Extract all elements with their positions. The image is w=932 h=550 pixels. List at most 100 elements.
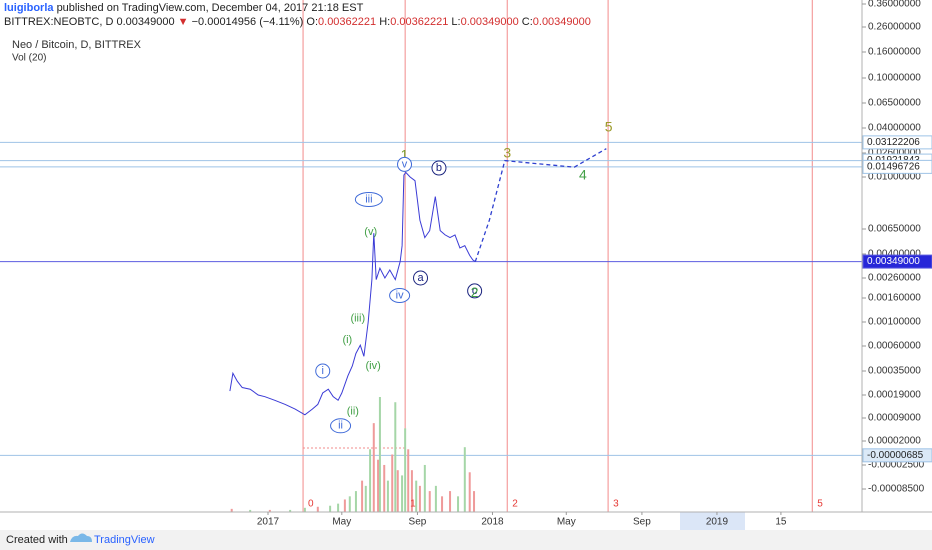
mid-layer xyxy=(230,397,476,512)
time-axis xyxy=(0,512,932,530)
header-line-1: luigiborla published on TradingView.com,… xyxy=(4,2,363,14)
wave-circle xyxy=(413,270,429,286)
volume-bar xyxy=(407,449,410,512)
wave-label: (ii) xyxy=(347,406,359,418)
volume-bar xyxy=(428,491,431,512)
y-tick-label: 0.00035000 xyxy=(868,366,921,377)
level-label-box xyxy=(862,135,932,150)
volume-bar xyxy=(434,485,437,512)
volume-bar xyxy=(329,505,332,512)
wave-label: iii xyxy=(365,193,372,205)
wave-label: i xyxy=(322,365,324,377)
wave-label: c xyxy=(472,285,478,297)
cycle-label: 0 xyxy=(308,499,314,510)
volume-bar xyxy=(378,397,381,512)
y-tick-label: 0.36000000 xyxy=(868,0,921,10)
y-tick-label: 0.00060000 xyxy=(868,341,921,352)
published: published on TradingView.com, December 0… xyxy=(56,2,364,14)
wave-label: 4 xyxy=(579,167,587,183)
volume-bar xyxy=(249,509,252,512)
author[interactable]: luigiborla xyxy=(4,2,54,14)
volume-bar xyxy=(230,508,233,512)
cycle-label: 5 xyxy=(817,499,823,510)
level-label: 0.00349000 xyxy=(867,256,920,267)
ohlc-label: L: xyxy=(451,16,461,28)
volume-bar xyxy=(415,480,418,512)
footer xyxy=(0,530,932,550)
price-line xyxy=(229,171,476,416)
y-tick-label: 0.00100000 xyxy=(868,317,921,328)
volume-bar xyxy=(418,485,421,512)
volume-bar xyxy=(449,491,452,512)
volume-bar xyxy=(348,496,351,512)
volume-bar xyxy=(396,470,399,512)
level-label: -0.00000685 xyxy=(867,450,924,461)
ohlc-value: 0.00349000 xyxy=(532,16,591,28)
volume-bar xyxy=(404,428,407,512)
y-tick-label: 0.00160000 xyxy=(868,293,921,304)
volume-bar xyxy=(337,503,340,512)
volume-bar xyxy=(468,472,471,512)
y-tick-label: 0.02600000 xyxy=(868,148,921,159)
wave-label: ii xyxy=(338,420,343,432)
ohlc-label: H: xyxy=(379,16,391,28)
level-label-box xyxy=(862,254,932,269)
x-tick-label: May xyxy=(557,517,576,528)
ohlc-value: 0.00349000 xyxy=(460,16,519,28)
back-layer xyxy=(0,0,862,512)
footer-brand: TradingView xyxy=(94,534,155,546)
x-tick-label: Sep xyxy=(409,517,427,528)
change-arrow: ▼ xyxy=(177,16,189,28)
wave-label: 2 xyxy=(471,284,479,300)
volume-bar xyxy=(372,423,375,512)
volume-bar xyxy=(361,480,364,512)
wave-label: b xyxy=(436,162,442,174)
y-tick-label: 0.00400000 xyxy=(868,249,921,260)
ohlc-label: O: xyxy=(306,16,319,28)
x-tick-label: 2017 xyxy=(257,517,280,528)
wave-circle xyxy=(389,288,411,304)
wave-label: 3 xyxy=(503,145,511,161)
header-line-2: BITTREX:NEOBTC, D 0.00349000 ▼ −0.000149… xyxy=(4,16,591,28)
level-label: 0.01496726 xyxy=(867,162,920,173)
ohlc: O:0.00362221 H:0.00362221 L:0.00349000 C… xyxy=(306,16,591,28)
wave-circle xyxy=(467,283,483,299)
wave-circle xyxy=(397,156,413,172)
volume-bar xyxy=(303,507,306,512)
y-tick-label: 0.00019000 xyxy=(868,390,921,401)
symbol: BITTREX:NEOBTC, D xyxy=(4,16,114,28)
y-tick-label: 0.00002000 xyxy=(868,436,921,447)
y-tick-label: 0.06500000 xyxy=(868,98,921,109)
last-price: 0.00349000 xyxy=(116,16,175,28)
volume-bar xyxy=(401,475,404,512)
ohlc-value: 0.00362221 xyxy=(390,16,449,28)
volume-bar xyxy=(441,496,444,512)
level-label-box xyxy=(862,448,932,463)
wave-label: a xyxy=(417,272,424,284)
y-tick-label: 0.10000000 xyxy=(868,73,921,84)
cycle-label: 1 xyxy=(410,499,416,510)
x-tick-label: May xyxy=(332,517,351,528)
volume-bar xyxy=(268,509,271,512)
volume-bar xyxy=(423,464,426,512)
wave-circle xyxy=(431,160,447,176)
volume-bar xyxy=(343,499,346,512)
volume-bar xyxy=(377,459,380,512)
volume-bar xyxy=(383,464,386,512)
volume-bar xyxy=(410,470,413,512)
y-tick-label: 0.01000000 xyxy=(868,172,921,183)
chart-title: Neo / Bitcoin, D, BITTREX xyxy=(12,39,142,51)
wave-label: iv xyxy=(396,289,404,301)
wave-label: (i) xyxy=(342,334,352,346)
y-tick-label: -0.00002500 xyxy=(868,460,925,471)
ohlc-label: C: xyxy=(521,16,533,28)
tradingview-logo xyxy=(70,533,92,542)
volume-bar xyxy=(354,491,357,512)
wave-label: (iii) xyxy=(350,312,365,324)
x-tick-label: 2019 xyxy=(706,517,729,528)
volume-bar xyxy=(473,491,476,512)
wave-label: 5 xyxy=(605,119,613,135)
